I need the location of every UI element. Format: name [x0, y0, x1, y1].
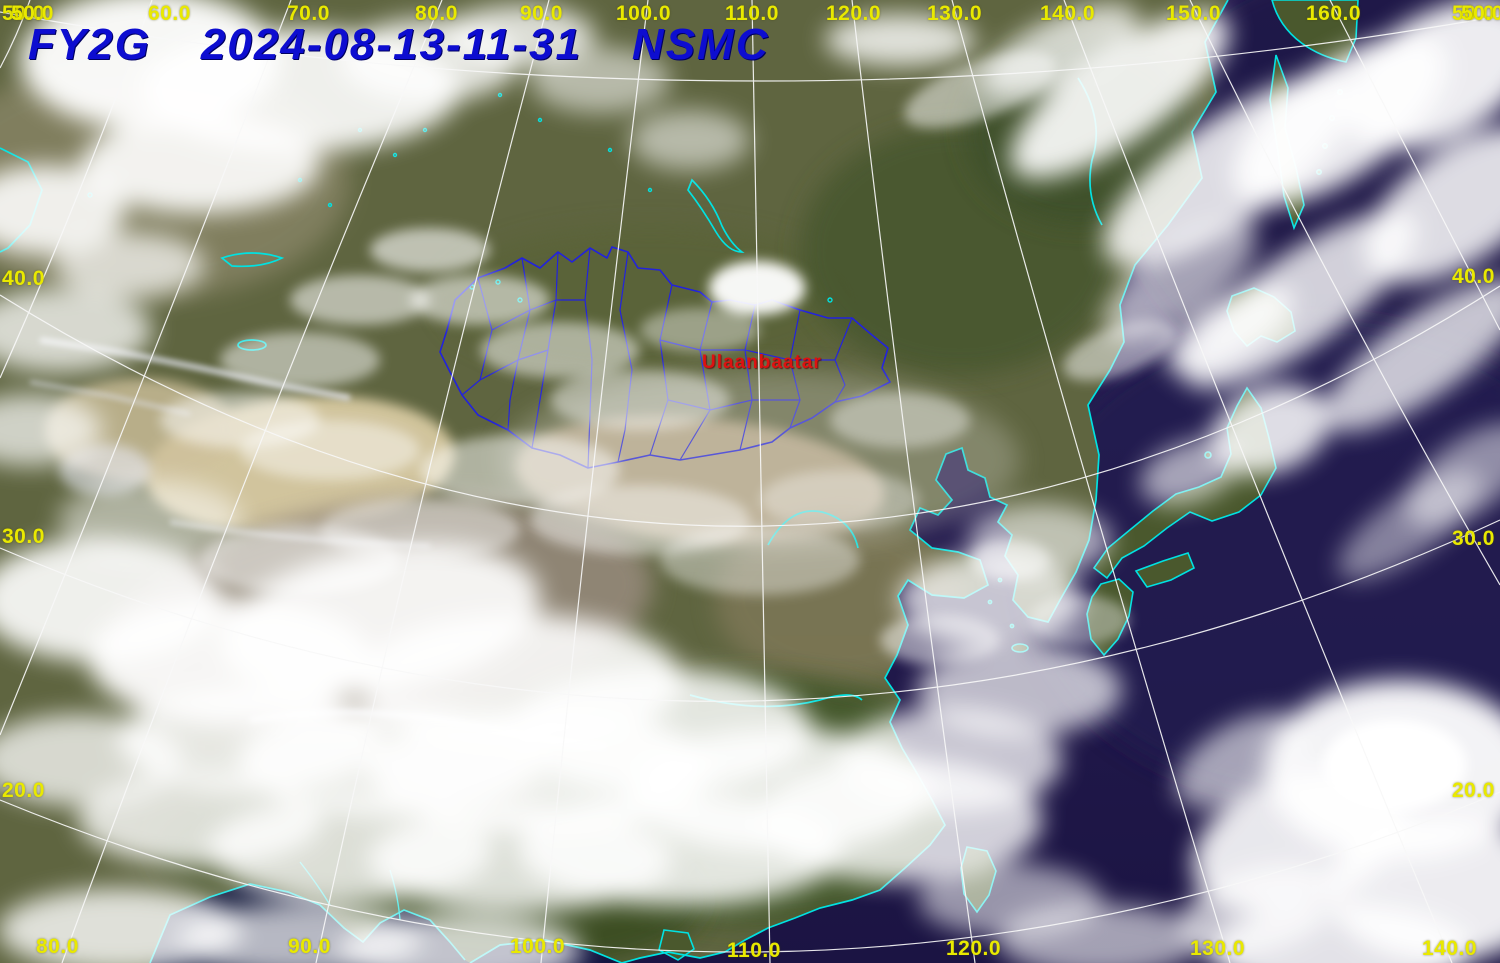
graticule-label-left: 30.0 [2, 525, 45, 548]
parallel-40n [0, 285, 1500, 527]
graticule-label-bottom: 80.0 [36, 935, 79, 958]
parallel-30n [0, 519, 1500, 702]
meridian-80e [61, 0, 443, 963]
meridian-160e [1329, 0, 1500, 331]
graticule-label-bottom: 110.0 [727, 939, 781, 962]
graticule-label-top: 50.0 [1461, 2, 1500, 25]
meridian-50e [0, 0, 31, 69]
graticule-label-top: 160.0 [1306, 2, 1362, 25]
satellite-name: FY2G [28, 20, 151, 69]
graticule-label-top: 120.0 [826, 2, 882, 25]
parallel-50n [0, 11, 1500, 82]
image-title: FY2G 2024-08-13-11-31 NSMC [28, 20, 769, 70]
meridian-60e [0, 0, 153, 379]
meridian-110e [751, 0, 771, 963]
meridian-90e [315, 0, 550, 963]
meridian-70e [0, 0, 292, 736]
meridian-100e [540, 0, 649, 963]
graticule-label-top: 50.0 [2, 2, 45, 25]
graticule-label-top: 50.0 [1452, 2, 1495, 25]
graticule-label-top: 100.0 [616, 2, 672, 25]
city-label-ulaanbaatar: Ulaanbaatar [702, 352, 822, 373]
graticule-label-right: 40.0 [1452, 265, 1495, 288]
graticule-label-top: 110.0 [725, 2, 779, 25]
graticule-label-bottom: 130.0 [1190, 937, 1246, 960]
lake-balkhash [220, 252, 285, 268]
graticule-label-top: 140.0 [1040, 2, 1096, 25]
graticule-label-top: 60.0 [148, 2, 191, 25]
parallel-20n [0, 791, 1500, 953]
graticule-label-top: 90.0 [520, 2, 563, 25]
meridian-130e [951, 0, 1231, 963]
agency-name: NSMC [631, 20, 770, 69]
graticule-label-left: 20.0 [2, 779, 45, 802]
graticule-label-top: 50.0 [11, 2, 54, 25]
graticule-label-top: 150.0 [1166, 2, 1222, 25]
graticule-label-top: 80.0 [415, 2, 458, 25]
graticule-label-bottom: 100.0 [510, 935, 566, 958]
graticule-label-left: 40.0 [2, 267, 45, 290]
graticule-label-top: 70.0 [287, 2, 330, 25]
graticule-label-bottom: 90.0 [288, 935, 331, 958]
graticule-label-right: 30.0 [1452, 527, 1495, 550]
meridian-120e [851, 0, 976, 963]
graticule-label-bottom: 140.0 [1422, 937, 1478, 960]
graticule-label-bottom: 120.0 [946, 937, 1002, 960]
graticule-label-right: 20.0 [1452, 779, 1495, 802]
shikoku [1134, 552, 1196, 588]
meridian-150e [1189, 0, 1500, 586]
timestamp: 2024-08-13-11-31 [200, 20, 582, 69]
graticule-label-top: 130.0 [927, 2, 983, 25]
lake-baikal [687, 178, 745, 253]
meridian-140e [1063, 0, 1453, 963]
